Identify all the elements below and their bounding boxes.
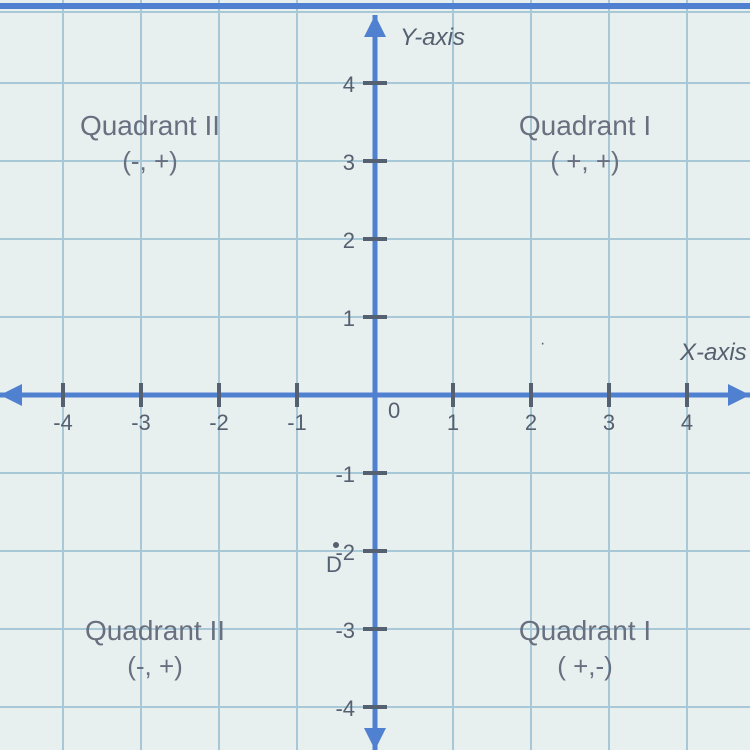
x-tick-label: -4: [53, 410, 73, 435]
quadrant-4-title: Quadrant I: [519, 615, 651, 646]
y-tick-label: -1: [335, 462, 355, 487]
y-axis-label: Y-axis: [400, 24, 465, 51]
x-tick-label: -3: [131, 410, 151, 435]
point-d-marker: [333, 542, 339, 548]
y-tick-label: -4: [335, 696, 355, 721]
quadrant-4-signs: ( +,-): [557, 651, 613, 681]
quadrant-1-title: Quadrant I: [519, 110, 651, 141]
stray-mark: ·: [540, 335, 545, 352]
x-axis-label: X-axis: [679, 339, 747, 366]
x-tick-label: 1: [447, 410, 459, 435]
x-tick-label: -1: [287, 410, 307, 435]
y-tick-label: 4: [343, 72, 355, 97]
x-tick-label: 2: [525, 410, 537, 435]
quadrant-1-signs: ( +, +): [550, 146, 619, 176]
coordinate-plane: -4 -3 -2 -1 1 2 3 4 4 3 2 1 -1 -2 -3 -4 …: [0, 0, 750, 750]
x-tick-label: -2: [209, 410, 229, 435]
y-tick-label: 2: [343, 228, 355, 253]
point-d-label: D: [326, 552, 342, 577]
x-tick-label: 3: [603, 410, 615, 435]
y-tick-label: 3: [343, 150, 355, 175]
y-tick-label: -3: [335, 618, 355, 643]
quadrant-2-signs: (-, +): [122, 146, 178, 176]
quadrant-3-title: Quadrant II: [85, 615, 225, 646]
x-tick-label: 4: [681, 410, 693, 435]
chart-svg: -4 -3 -2 -1 1 2 3 4 4 3 2 1 -1 -2 -3 -4 …: [0, 0, 750, 750]
y-tick-label: 1: [343, 306, 355, 331]
origin-label: 0: [388, 398, 400, 423]
quadrant-2-title: Quadrant II: [80, 110, 220, 141]
quadrant-3-signs: (-, +): [127, 651, 183, 681]
